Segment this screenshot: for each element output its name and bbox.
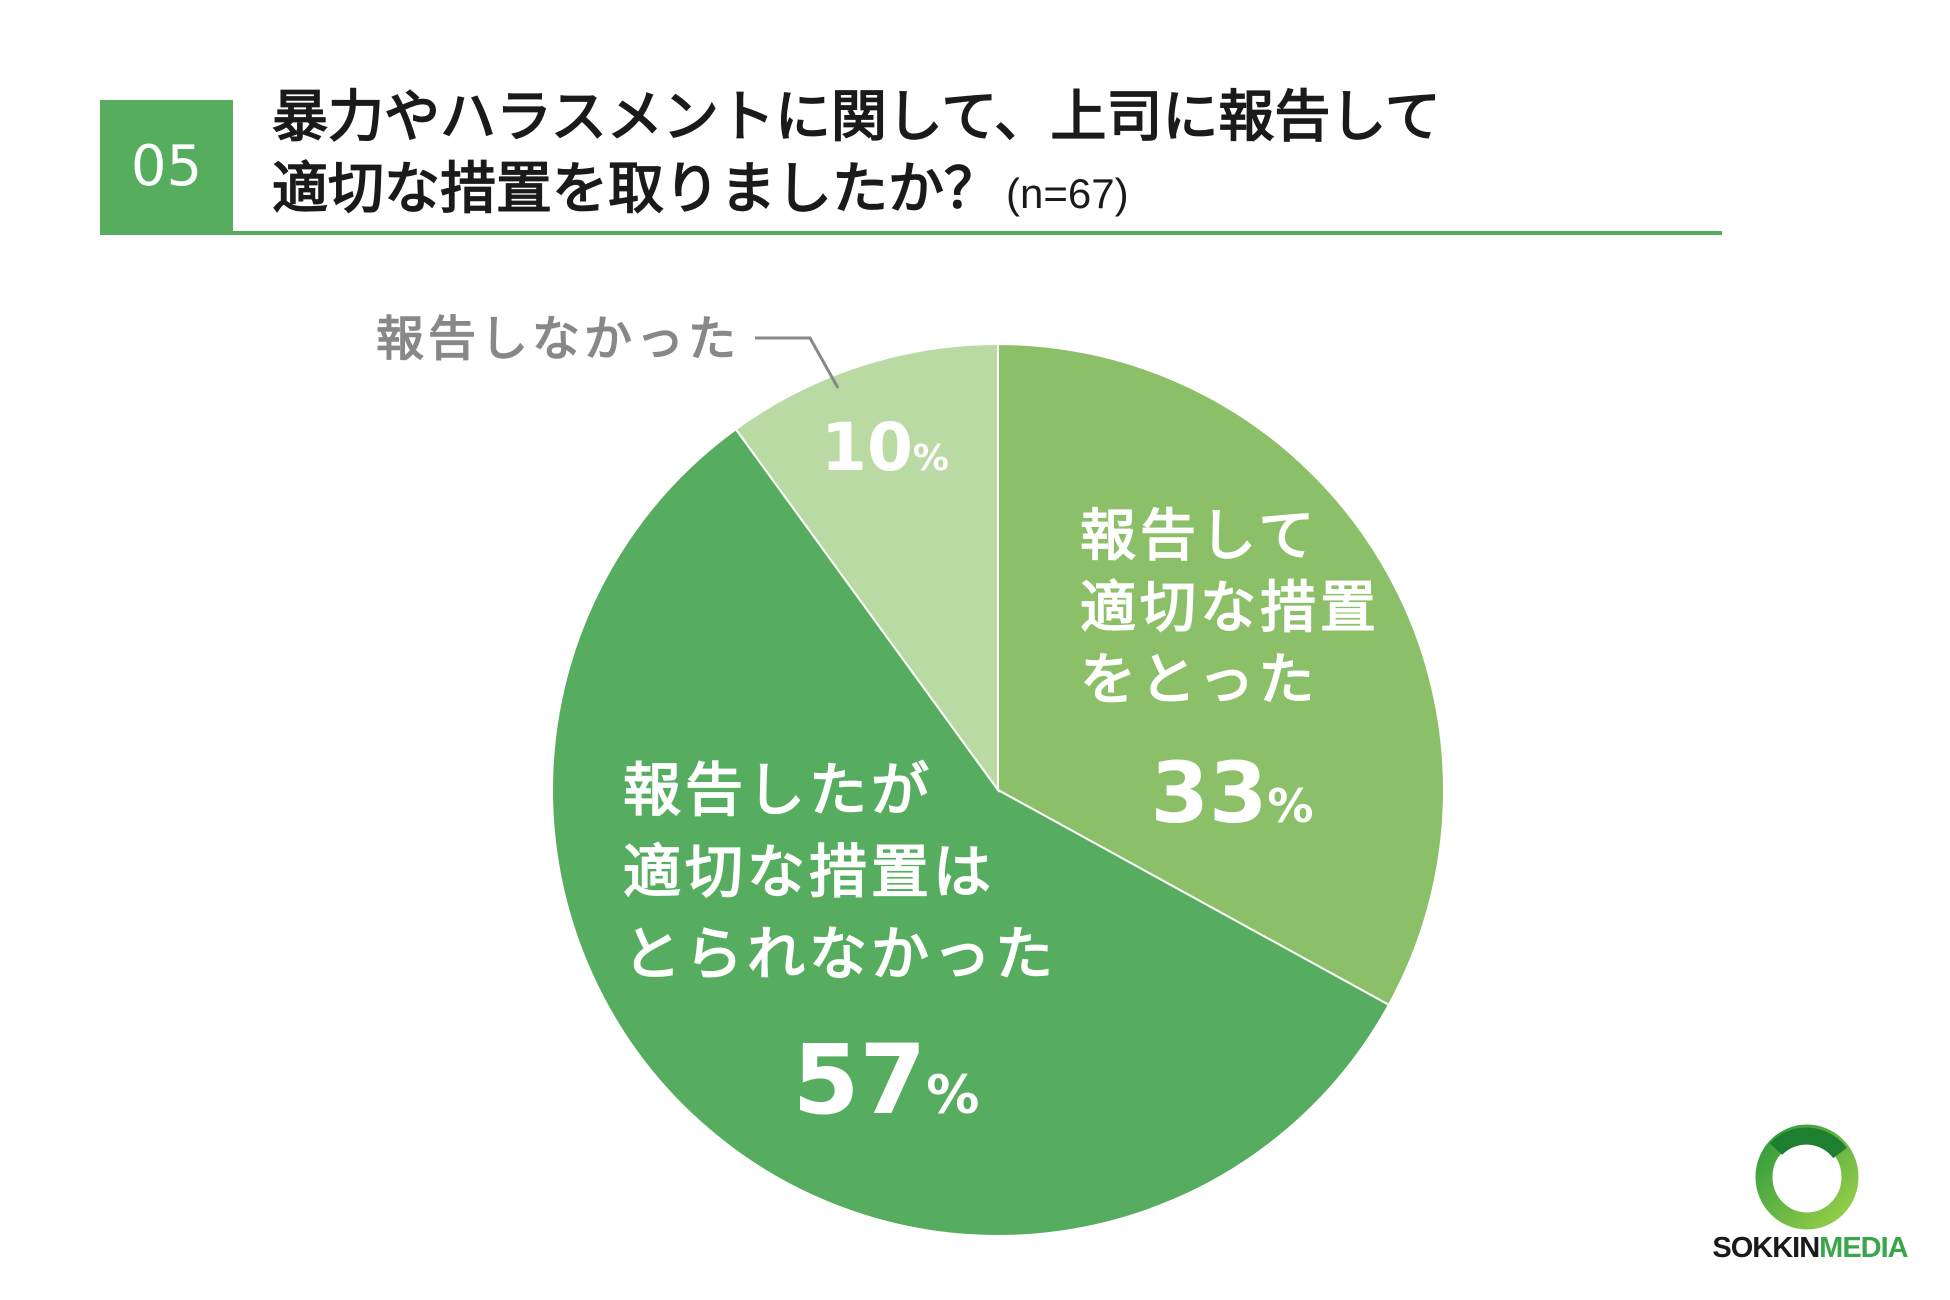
slice-value-number-3: 10 [821, 409, 913, 486]
slice-label-2-line-2: 適切な措置は [623, 838, 995, 906]
title-line-1: 暴力やハラスメントに関して、上司に報告して [272, 85, 1441, 150]
title-divider [100, 231, 1722, 235]
slice-label-1-line-3: をとった [1080, 648, 1318, 713]
slice-value-number-1: 33 [1151, 744, 1268, 842]
logo-wordmark: SOKKINMEDIA [1712, 1232, 1908, 1264]
slice-value-3: 10% [821, 409, 949, 486]
title-line-2-text: 適切な措置を取りましたか？ [272, 157, 1000, 222]
slice-label-1-line-2: 適切な措置 [1080, 576, 1380, 641]
slice-label-2-line-3: とられなかった [623, 920, 1057, 988]
slice-label-3-line-1: 報告しなかった [376, 311, 740, 367]
title-line-2: 適切な措置を取りましたか？ (n=67) [272, 154, 1692, 230]
slice-label-2-line-1: 報告したが [623, 756, 933, 824]
slice-value-unit-2: % [926, 1065, 979, 1126]
sokkin-media-logo-icon [1755, 1124, 1859, 1230]
pie-slice-3 [734, 342, 999, 794]
slice-value-1: 33% [1151, 744, 1314, 842]
slice-value-number-2: 57 [793, 1024, 927, 1136]
pie-slice-1 [997, 342, 1445, 1007]
sample-size: (n=67) [1006, 170, 1129, 217]
page-title: 暴力やハラスメントに関して、上司に報告して 適切な措置を取りましたか？ (n=67… [272, 82, 1692, 230]
slice-3-leader-line [755, 336, 840, 389]
slice-value-2: 57% [793, 1024, 980, 1136]
question-number-badge: 05 [100, 100, 233, 233]
pie-slice-2 [550, 427, 1391, 1237]
slice-label-1-line-1: 報告して [1080, 504, 1318, 569]
slice-value-unit-3: % [913, 438, 949, 479]
slice-value-unit-1: % [1267, 779, 1313, 833]
